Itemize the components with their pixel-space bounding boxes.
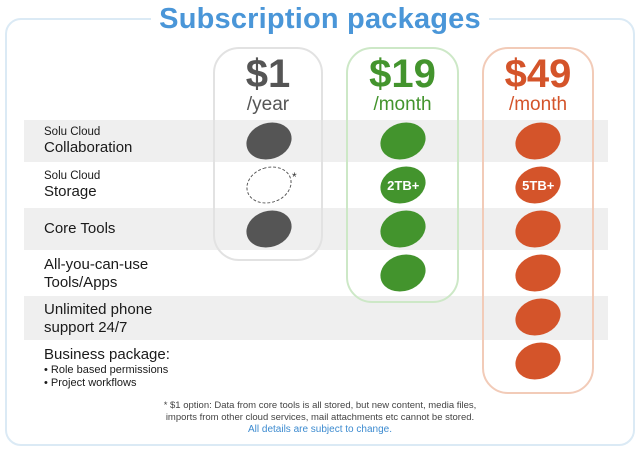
row-band-collaboration	[24, 120, 608, 162]
feature-phone-support: Unlimited phone support 24/7	[44, 301, 153, 336]
feature-business-package: Business package: • Role based permissio…	[44, 346, 170, 389]
footnote-line-1: * $1 option: Data from core tools is all…	[163, 400, 477, 411]
footnote-marker: *	[292, 170, 297, 184]
disclaimer: All details are subject to change.	[248, 424, 392, 435]
feature-storage: Solu Cloud Storage	[44, 170, 101, 200]
plan-price-basic: $1 /year	[213, 52, 323, 116]
price-period: /month	[373, 94, 432, 115]
plan-column-premium[interactable]	[482, 47, 594, 394]
footnote-line-2: imports from other cloud services, mail …	[165, 412, 475, 423]
plan-price-standard: $19 /month	[346, 52, 459, 116]
price-period: /month	[508, 94, 568, 115]
price-period: /year	[246, 94, 290, 115]
price-amount: $19	[369, 52, 436, 96]
plan-column-basic[interactable]	[213, 47, 323, 261]
feature-tools-apps: All-you-can-use Tools/Apps	[44, 256, 149, 291]
feature-collaboration: Solu Cloud Collaboration	[44, 126, 133, 156]
feature-core-tools: Core Tools	[44, 220, 116, 237]
price-amount: $1	[245, 52, 291, 96]
price-amount: $49	[504, 52, 572, 96]
plan-column-standard[interactable]	[346, 47, 459, 303]
page-title: Subscription packages	[0, 2, 640, 36]
plan-price-premium: $49 /month	[482, 52, 594, 116]
row-band-phone-support	[24, 296, 608, 340]
